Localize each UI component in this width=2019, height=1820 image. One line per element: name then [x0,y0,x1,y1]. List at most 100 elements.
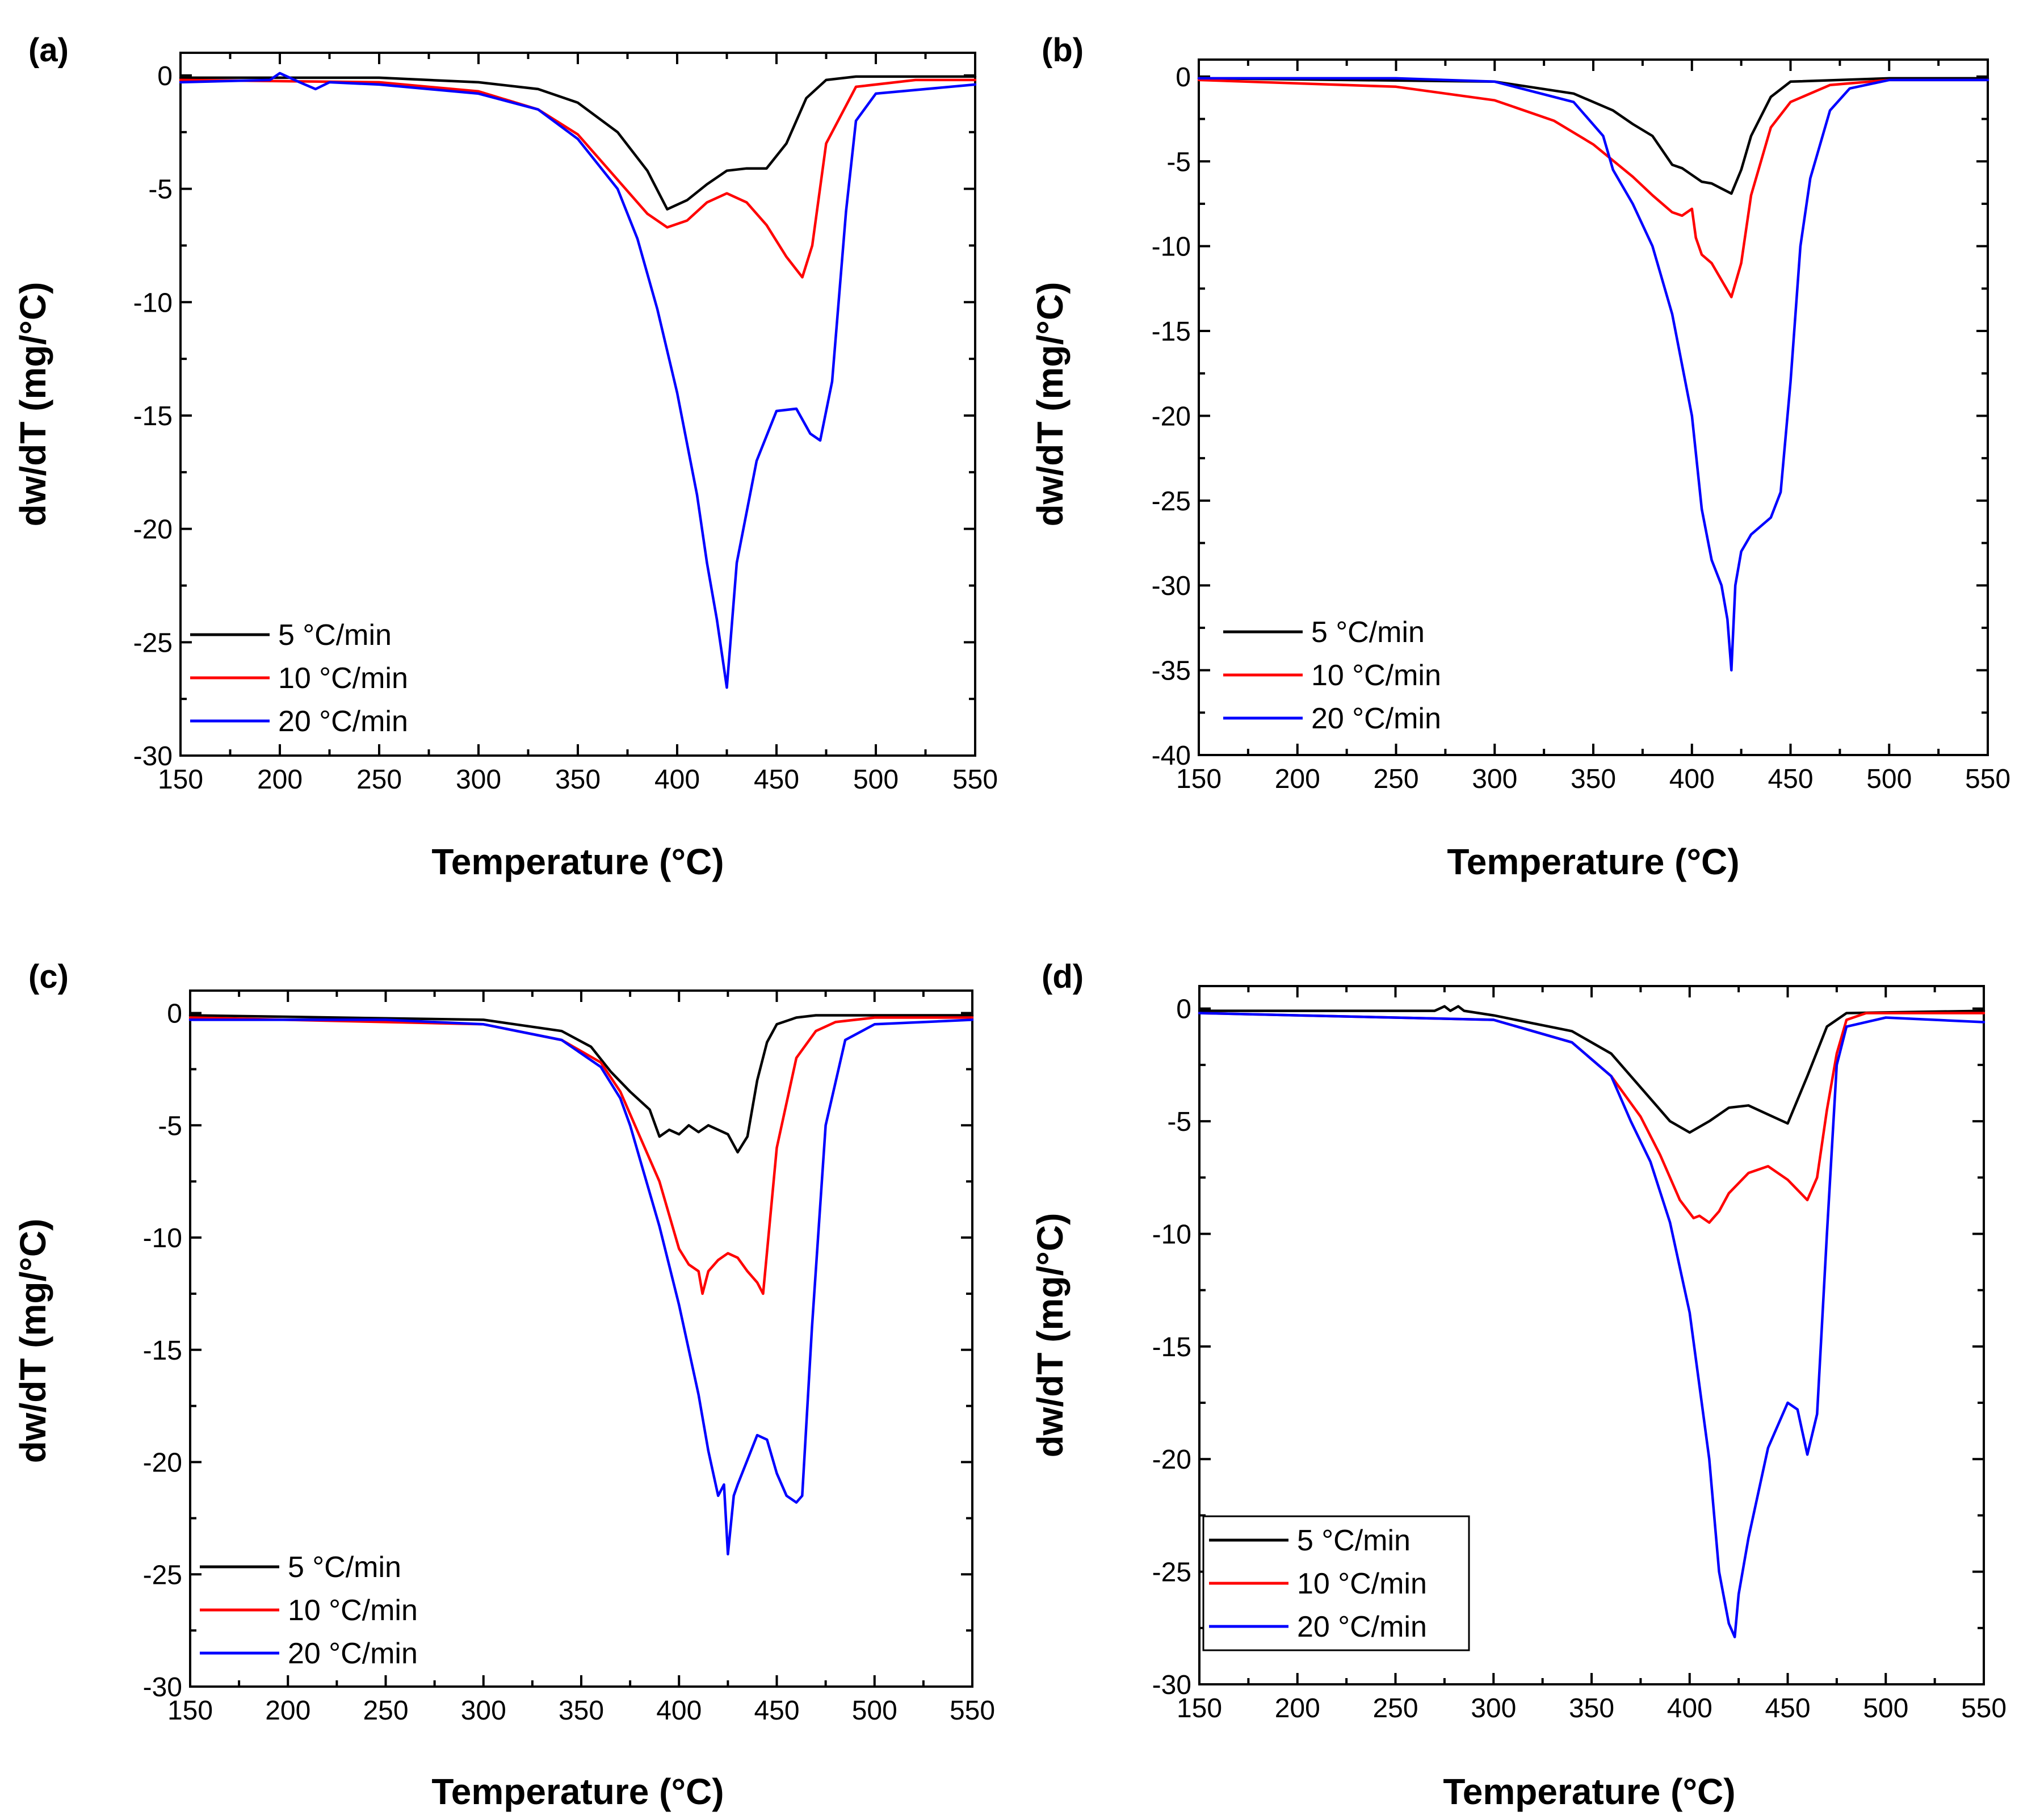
y-tick-label: -5 [1166,147,1191,177]
x-tick-label: 350 [555,765,601,795]
series-20-per-min-legend-label: 20 °C/min [278,705,408,738]
x-tick-label: 350 [1571,764,1616,794]
x-tick-label: 300 [461,1696,506,1726]
series-10-per-min-line [1198,1012,1986,1224]
y-tick-label: -25 [1152,487,1191,517]
chart-panel-b: (b) 150 200 250 300 350 400 450 500 550 0 -5 -10 -15… [1030,32,2010,882]
axis-ticks [179,53,976,757]
y-tick-label: -15 [1152,317,1191,347]
x-tick-label: 200 [265,1696,310,1726]
x-tick-label: 500 [1866,764,1912,794]
series-5-per-min-line [179,75,977,211]
y-tick-label: -25 [1152,1558,1191,1588]
legend: 5 °C/min 10 °C/min 20 °C/min [200,1551,418,1670]
x-tick-label: 350 [1569,1693,1614,1723]
x-tick-label: 400 [656,1696,702,1726]
x-tick-label: 250 [1373,764,1418,794]
y-tick-label: 0 [1176,995,1191,1025]
y-tick-label: -20 [1152,1445,1191,1475]
y-tick-label: -20 [133,515,173,545]
x-tick-label: 200 [257,765,303,795]
y-tick-label: -30 [1152,571,1191,601]
y-tick-label: -30 [1152,1670,1191,1700]
axis-ticks [1198,986,1985,1685]
x-tick-label: 250 [356,765,402,795]
series-10-per-min-legend-label: 10 °C/min [288,1594,418,1627]
series-10-per-min-line [179,78,977,279]
legend: 5 °C/min 10 °C/min 20 °C/min [1223,616,1441,735]
series-20-per-min-legend-label: 20 °C/min [1297,1611,1427,1643]
x-tick-label: 200 [1275,1693,1320,1723]
x-tick-label: 400 [654,765,700,795]
series-10-per-min-legend-label: 10 °C/min [1311,659,1441,692]
x-axis-title: Temperature (°C) [431,1771,724,1812]
x-tick-label: 350 [559,1696,604,1726]
x-tick-label: 550 [952,765,998,795]
x-tick-label: 300 [456,765,501,795]
y-tick-label: -30 [133,741,173,771]
series-lines [1197,77,1989,672]
x-tick-label: 150 [158,765,203,795]
y-tick-label: -20 [1152,401,1191,431]
y-tick-label: -15 [133,401,173,431]
series-5-per-min-legend-label: 5 °C/min [288,1551,401,1584]
y-tick-label: 0 [1176,62,1191,93]
x-tick-label: 500 [853,765,899,795]
series-20-per-min-line [1197,77,1989,672]
series-20-per-min-line [188,1018,974,1555]
x-tick-label: 450 [1765,1693,1810,1723]
x-tick-label: 550 [1961,1693,2007,1723]
chart-panel-c: (c) 150 200 250 300 350 400 450 500 550 0 -5 -10 -15… [12,958,995,1812]
y-tick-label: -15 [1152,1332,1191,1362]
series-lines [179,72,977,689]
y-tick-label: -35 [1152,656,1191,686]
y-tick-label: -30 [143,1672,182,1702]
panel-label: (d) [1042,958,1084,995]
series-lines [1198,1005,1986,1638]
series-10-per-min-line [188,1016,974,1295]
series-5-per-min-legend-label: 5 °C/min [1297,1524,1411,1557]
y-tick-label: -40 [1152,741,1191,771]
x-tick-label: 250 [363,1696,408,1726]
y-tick-label: 0 [167,999,182,1029]
y-tick-label: -10 [143,1223,182,1253]
series-5-per-min-line [1198,1005,1986,1134]
y-tick-label: -10 [133,288,173,318]
axis-ticks [1198,60,1989,756]
legend: 5 °C/min 10 °C/min 20 °C/min [190,619,408,738]
legend: 5 °C/min 10 °C/min 20 °C/min [1202,1515,1470,1651]
y-tick-label: -25 [143,1560,182,1590]
x-tick-label: 450 [754,1696,799,1726]
series-20-per-min-line [1198,1012,1986,1638]
panel-label: (c) [28,958,69,995]
y-tick-label: -25 [133,628,173,658]
series-20-per-min-legend-label: 20 °C/min [288,1637,418,1670]
series-20-per-min-line [179,72,977,689]
x-tick-label: 500 [1863,1693,1908,1723]
chart-panel-a: (a) 150 200 250 300 350 400 450 500 550 0 -5 -10 -15… [12,32,998,882]
y-axis-title: dw/dT (mg/°C) [1030,1213,1071,1458]
x-tick-label: 150 [1177,1693,1222,1723]
series-10-per-min-legend-label: 10 °C/min [278,662,408,695]
x-tick-label: 400 [1669,764,1715,794]
y-tick-label: 0 [157,61,173,91]
x-axis-title: Temperature (°C) [431,841,724,882]
x-tick-label: 450 [1768,764,1813,794]
tick-labels: 150 200 250 300 350 400 450 500 550 0 -5 -10 -15 -20 -… [1152,995,2007,1723]
series-20-per-min-legend-label: 20 °C/min [1311,702,1441,735]
x-tick-label: 200 [1275,764,1320,794]
panel-label: (b) [1042,32,1084,69]
x-tick-label: 150 [167,1696,213,1726]
x-tick-label: 500 [852,1696,897,1726]
y-tick-label: -5 [148,175,173,205]
x-tick-label: 250 [1372,1693,1418,1723]
series-5-per-min-line [1197,77,1989,195]
series-lines [188,1014,974,1555]
axis-ticks [189,991,973,1688]
tick-labels: 150 200 250 300 350 400 450 500 550 0 -5 -10 -15 -20 -… [1152,62,2010,794]
x-axis-title: Temperature (°C) [1443,1771,1735,1812]
series-10-per-min-line [1197,78,1989,299]
y-axis-title: dw/dT (mg/°C) [12,1219,53,1463]
y-tick-label: -10 [1152,232,1191,262]
